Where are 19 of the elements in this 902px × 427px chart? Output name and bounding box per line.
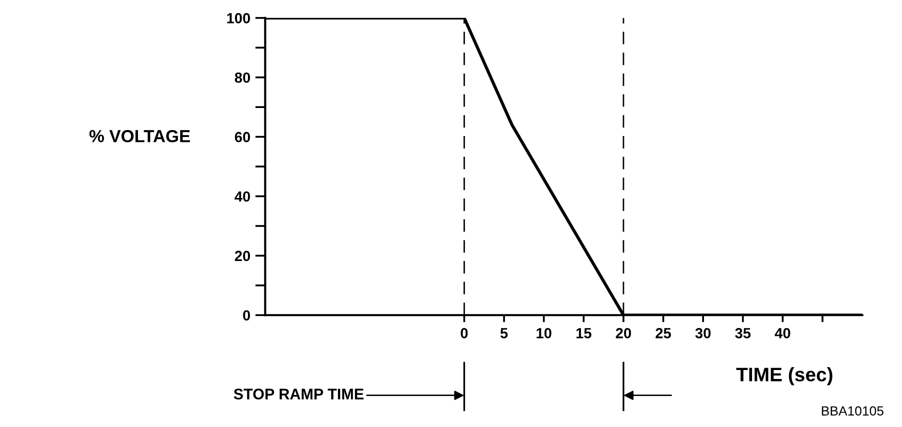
y-tick-label: 100 bbox=[227, 13, 250, 24]
x-tick-label: 10 bbox=[536, 328, 552, 338]
y-tick-label: 40 bbox=[234, 191, 250, 202]
text: BBA10105 bbox=[822, 406, 884, 416]
x-tick-label: 20 bbox=[616, 328, 631, 338]
x-tick-label: 15 bbox=[576, 328, 592, 338]
x-tick-label: 25 bbox=[656, 328, 671, 338]
x-tick-label: 30 bbox=[695, 328, 711, 338]
y-axis-title: % VOLTAGE bbox=[89, 130, 190, 142]
x-tick-label: 40 bbox=[774, 328, 790, 338]
x-axis-title: TIME (sec) bbox=[736, 367, 832, 386]
text: STOP RAMP TIME bbox=[234, 388, 364, 400]
x-tick-label: 5 bbox=[500, 328, 508, 338]
x-tick-label: 35 bbox=[735, 328, 751, 338]
y-tick-label: 20 bbox=[234, 250, 250, 262]
y-tick-label: 60 bbox=[234, 132, 250, 142]
y-tick-label: 80 bbox=[234, 72, 250, 83]
x-tick-label: 0 bbox=[460, 328, 468, 338]
y-tick-label: 0 bbox=[243, 310, 250, 321]
